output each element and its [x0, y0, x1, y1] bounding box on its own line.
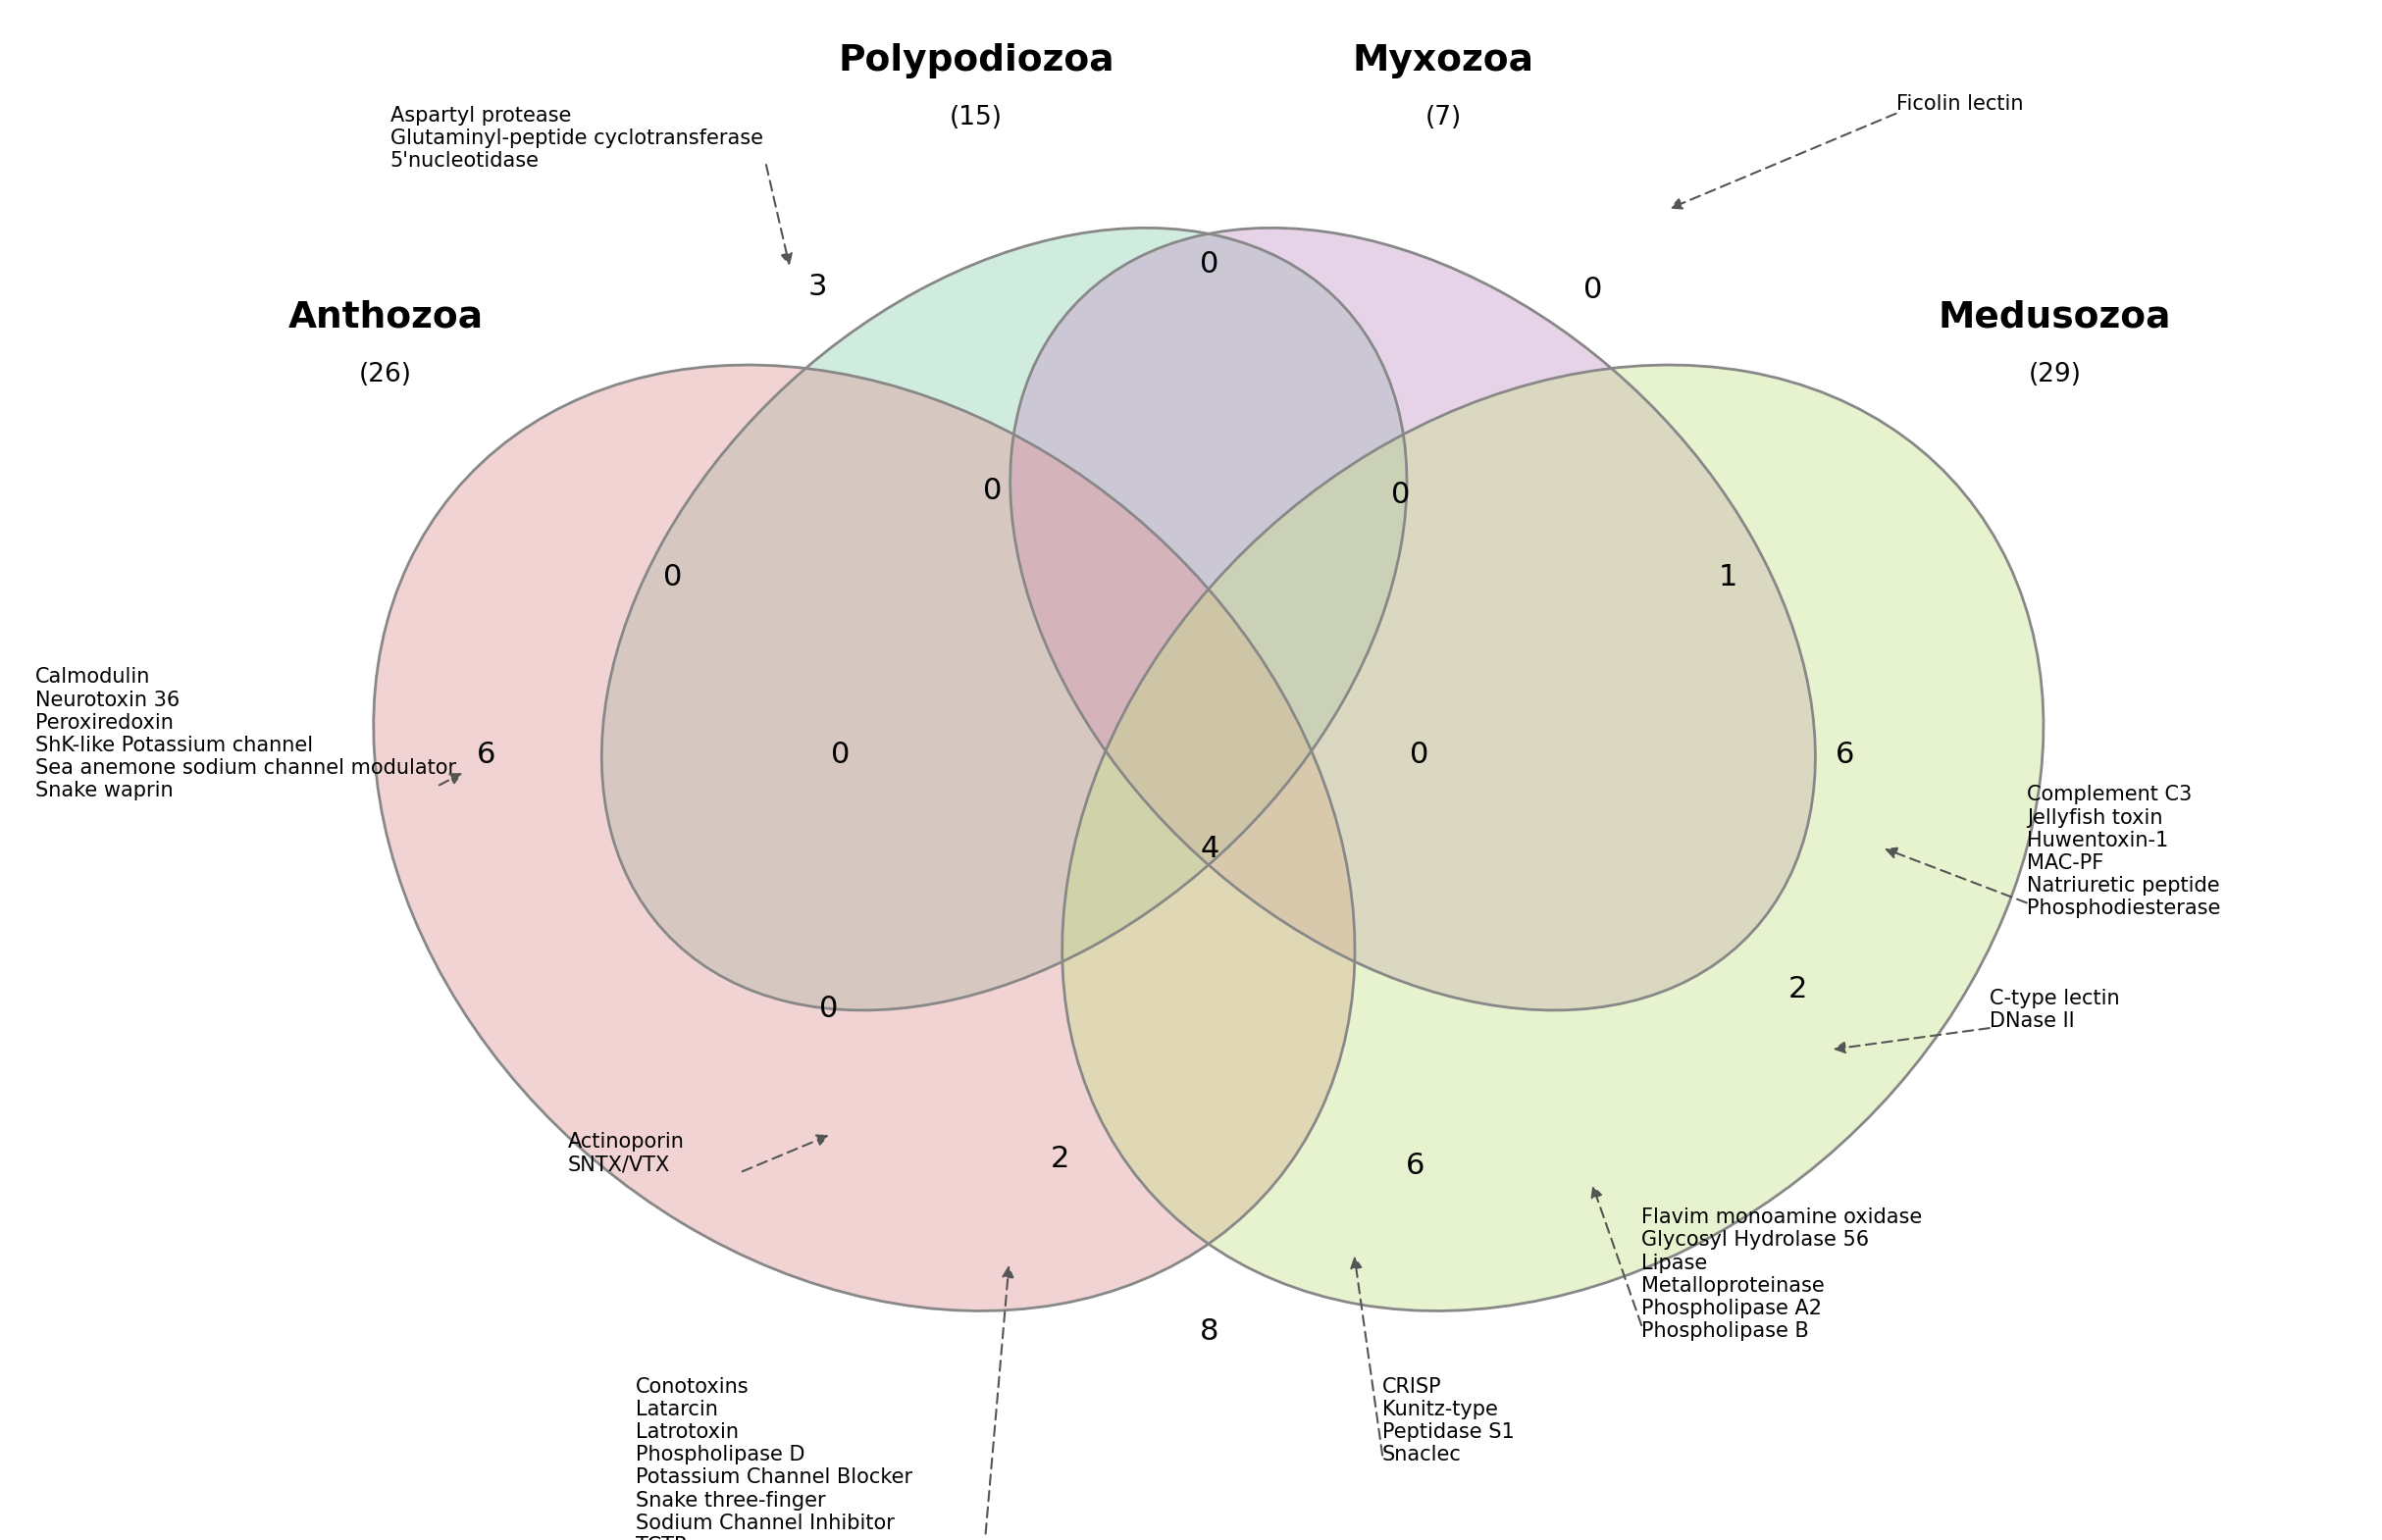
Text: Polypodiozoa: Polypodiozoa [838, 43, 1115, 79]
Text: 0: 0 [819, 995, 838, 1023]
Text: 0: 0 [662, 562, 681, 591]
Text: (29): (29) [2027, 362, 2082, 388]
Ellipse shape [374, 365, 1355, 1311]
Text: 0: 0 [1201, 249, 1220, 279]
Text: Ficolin lectin: Ficolin lectin [1896, 94, 2022, 114]
Ellipse shape [1010, 228, 1815, 1010]
Ellipse shape [1062, 365, 2044, 1311]
Text: 3: 3 [807, 273, 827, 302]
Text: Flavim monoamine oxidase
Glycosyl Hydrolase 56
Lipase
Metalloproteinase
Phosphol: Flavim monoamine oxidase Glycosyl Hydrol… [1641, 1207, 1922, 1341]
Text: 0: 0 [1410, 741, 1429, 768]
Text: 4: 4 [1201, 835, 1220, 862]
Text: 6: 6 [1834, 741, 1853, 768]
Text: Medusozoa: Medusozoa [1939, 300, 2172, 334]
Text: 6: 6 [476, 741, 495, 768]
Text: CRISP
Kunitz-type
Peptidase S1
Snaclec: CRISP Kunitz-type Peptidase S1 Snaclec [1382, 1377, 1515, 1465]
Text: Myxozoa: Myxozoa [1353, 43, 1534, 79]
Text: (26): (26) [360, 362, 412, 388]
Text: 8: 8 [1201, 1317, 1220, 1346]
Text: (7): (7) [1424, 105, 1463, 131]
Text: 6: 6 [1405, 1152, 1424, 1180]
Text: Aspartyl protease
Glutaminyl-peptide cyclotransferase
5'nucleotidase: Aspartyl protease Glutaminyl-peptide cyc… [391, 106, 762, 171]
Text: 1: 1 [1717, 562, 1736, 591]
Text: 2: 2 [1050, 1146, 1070, 1173]
Text: 0: 0 [984, 476, 1003, 505]
Text: 0: 0 [831, 741, 850, 768]
Text: Anthozoa: Anthozoa [288, 300, 484, 334]
Text: 0: 0 [1584, 276, 1603, 305]
Text: Complement C3
Jellyfish toxin
Huwentoxin-1
MAC-PF
Natriuretic peptide
Phosphodie: Complement C3 Jellyfish toxin Huwentoxin… [2027, 785, 2220, 918]
Text: (15): (15) [950, 105, 1003, 131]
Text: 0: 0 [1391, 480, 1410, 510]
Text: C-type lectin
DNase II: C-type lectin DNase II [1989, 989, 2120, 1032]
Text: 2: 2 [1789, 975, 1808, 1003]
Text: Calmodulin
Neurotoxin 36
Peroxiredoxin
ShK-like Potassium channel
Sea anemone so: Calmodulin Neurotoxin 36 Peroxiredoxin S… [36, 667, 457, 801]
Ellipse shape [603, 228, 1408, 1010]
Text: Conotoxins
Latarcin
Latrotoxin
Phospholipase D
Potassium Channel Blocker
Snake t: Conotoxins Latarcin Latrotoxin Phospholi… [636, 1377, 912, 1540]
Text: Actinoporin
SNTX/VTX: Actinoporin SNTX/VTX [567, 1132, 684, 1175]
